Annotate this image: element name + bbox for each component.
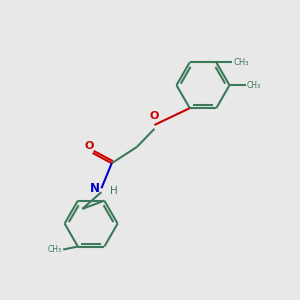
Text: N: N <box>90 182 100 195</box>
Text: H: H <box>110 186 117 196</box>
Text: O: O <box>150 111 159 121</box>
Text: CH₃: CH₃ <box>234 58 249 67</box>
Text: O: O <box>84 141 94 151</box>
Text: CH₃: CH₃ <box>247 81 261 90</box>
Text: CH₃: CH₃ <box>48 245 62 254</box>
